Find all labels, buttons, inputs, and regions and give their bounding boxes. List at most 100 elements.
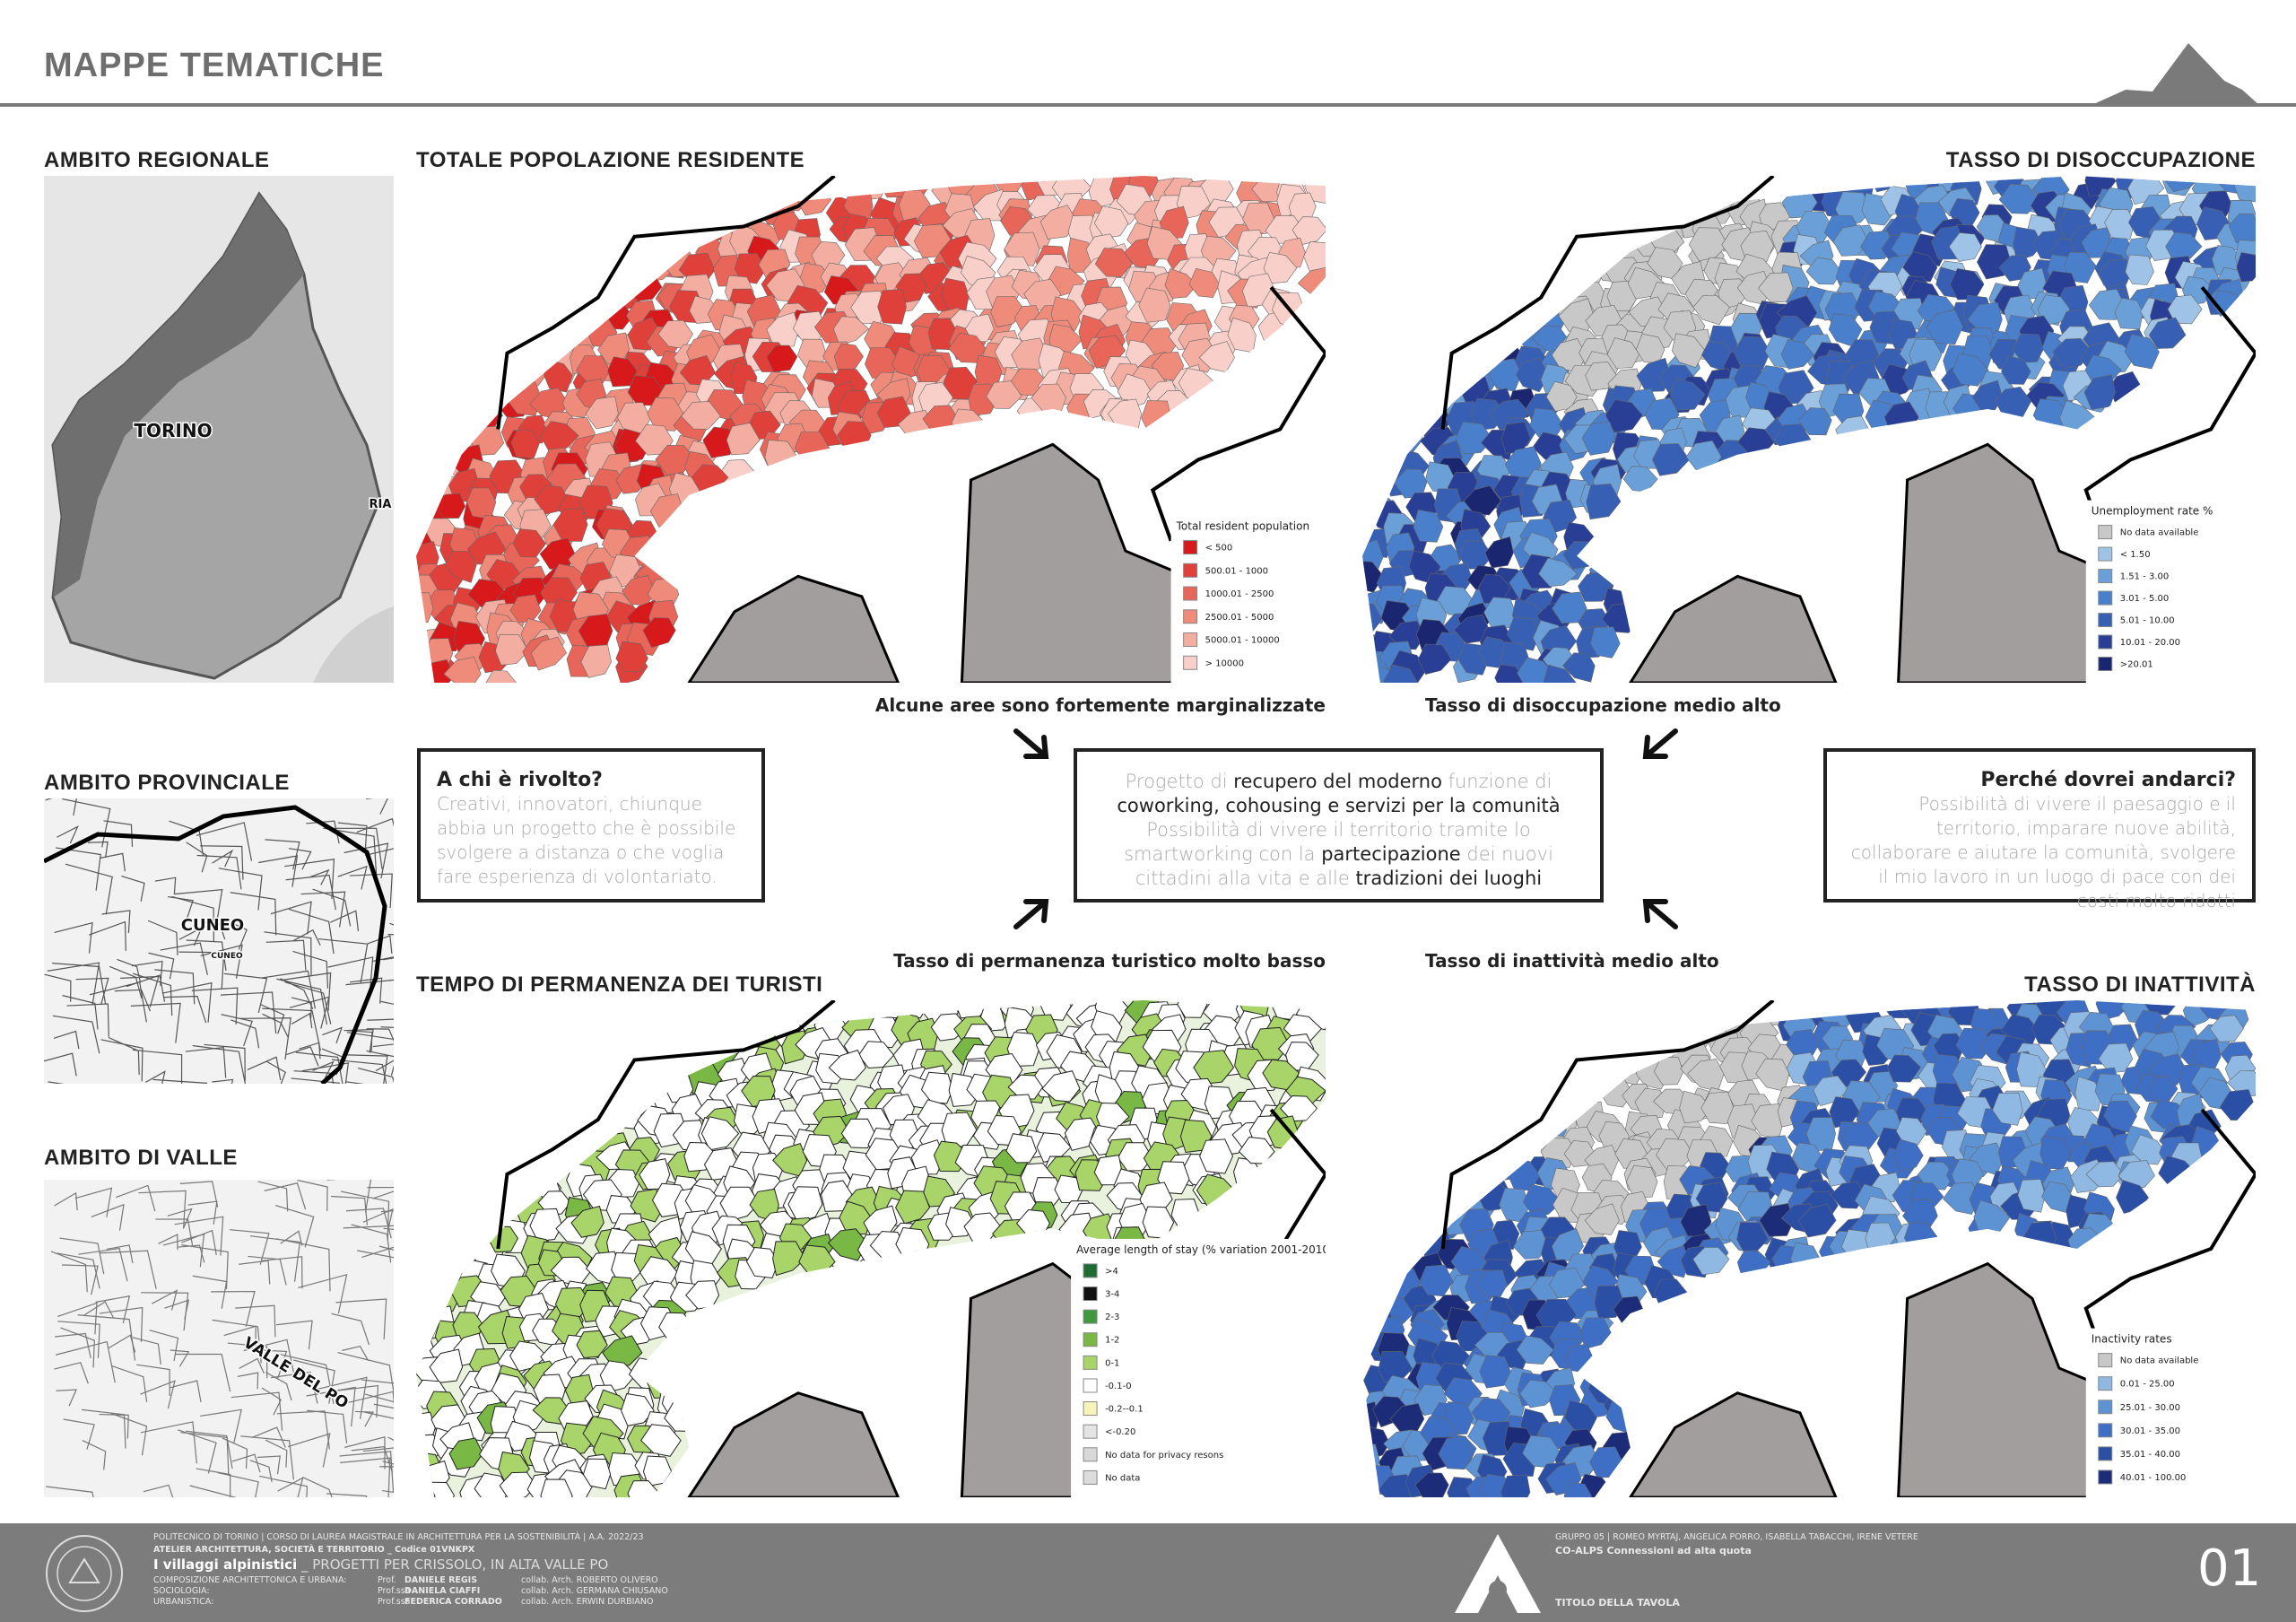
municipality: [1005, 1133, 1038, 1164]
municipality: [1506, 616, 1541, 651]
municipality: [2104, 208, 2135, 240]
boundary-line: [286, 1046, 319, 1067]
boundary-line: [314, 1376, 368, 1419]
municipality: [1039, 205, 1078, 240]
boundary-line: [152, 1078, 208, 1084]
municipality: [2013, 226, 2043, 262]
municipality: [2125, 254, 2154, 285]
legend-swatch: [1083, 1263, 1098, 1278]
boundary-line: [251, 1348, 288, 1380]
municipality: [1414, 1472, 1449, 1497]
boundary-line: [178, 926, 203, 946]
municipality: [646, 1366, 681, 1399]
boundary-line: [372, 1043, 394, 1048]
legend-label: 3-4: [1105, 1290, 1119, 1300]
boundary-line: [284, 859, 335, 900]
legend-swatch: [2098, 1469, 2113, 1485]
region-shade: [53, 194, 304, 597]
boundary-line: [204, 1043, 246, 1081]
municipality: [1998, 183, 2039, 214]
boundary-line: [108, 1036, 140, 1076]
boundary-line: [149, 1330, 179, 1362]
legend-swatch: [2098, 546, 2113, 562]
boundary-line: [152, 1289, 178, 1311]
boundary-line: [77, 1314, 136, 1361]
boundary-line: [285, 874, 336, 911]
boundary-line: [181, 1229, 217, 1256]
boundary-line: [323, 827, 378, 877]
legend-swatch: [1183, 609, 1198, 624]
municipality: [2001, 355, 2031, 385]
municipality: [1292, 216, 1326, 245]
municipality: [1386, 422, 1424, 456]
boundary-line: [248, 1255, 287, 1286]
legend-label: 3.01 - 5.00: [2120, 594, 2170, 604]
municipality: [1362, 1295, 1389, 1327]
boundary-line: [154, 876, 177, 894]
boundary-line: [218, 868, 263, 911]
boundary-line: [148, 952, 175, 980]
boundary-line: [66, 1003, 109, 1037]
thematic-map: Inactivity rates No data available 0.01 - …: [1362, 1000, 2256, 1497]
boundary-line: [174, 888, 223, 929]
boundary-line: [265, 1372, 292, 1401]
municipality: [1605, 399, 1643, 433]
text-box: Progetto di recupero del moderno funzion…: [1074, 748, 1604, 903]
project-subtitle: _ PROGETTI PER CRISSOLO, IN ALTA VALLE P…: [297, 1557, 609, 1573]
legend-label: 30.01 - 35.00: [2120, 1426, 2180, 1436]
municipality: [429, 1348, 464, 1383]
boundary-line: [223, 1325, 257, 1352]
boundary-line: [88, 920, 126, 951]
municipality: [540, 1478, 573, 1497]
boundary-line: [100, 1039, 144, 1082]
context-map: VALLE DEL PO: [44, 1180, 394, 1497]
boundary-line: [75, 977, 109, 1005]
boundary-line: [362, 1208, 394, 1234]
boundary-line: [344, 842, 389, 879]
municipality: [1519, 1379, 1559, 1408]
boundary-line: [140, 1380, 176, 1409]
map-title: TOTALE POPOLAZIONE RESIDENTE: [416, 148, 805, 172]
boundary-line: [57, 1321, 100, 1358]
boundary-line: [375, 1060, 394, 1076]
boundary-line: [312, 1060, 335, 1079]
boundary-line: [239, 1260, 271, 1285]
text-segment: recupero del moderno: [1233, 771, 1442, 792]
boundary-line: [382, 1489, 394, 1494]
boundary-line: [258, 1475, 309, 1497]
legend-label: 2500.01 - 5000: [1205, 613, 1274, 623]
boundary-line: [230, 1229, 270, 1265]
boundary-line: [154, 969, 196, 1005]
municipality: [2017, 1179, 2046, 1213]
boundary-line: [330, 910, 360, 932]
legend-swatch: [2098, 1400, 2113, 1415]
boundary-line: [221, 1014, 253, 1047]
boundary-line: [326, 1180, 372, 1213]
boundary-line: [312, 888, 352, 927]
boundary-line: [275, 1238, 331, 1292]
municipality: [529, 1208, 563, 1243]
map-title: TASSO DI DISOCCUPAZIONE: [1945, 148, 2256, 172]
boundary-line: [54, 1362, 89, 1384]
thematic-map: Unemployment rate % No data available < 1.…: [1362, 176, 2256, 683]
legend-swatch: [1183, 562, 1198, 578]
boundary-line: [140, 1421, 197, 1464]
municipality: [828, 1049, 866, 1081]
border-line: [496, 1000, 836, 1250]
boundary-line: [231, 1453, 261, 1473]
boundary-line: [265, 1439, 288, 1468]
box-title: Perché dovrei andarci?: [1980, 769, 2236, 791]
footer-line: TITOLO DELLA TAVOLA: [1555, 1597, 1680, 1609]
boundary-line: [99, 1413, 129, 1439]
boundary-line: [371, 956, 394, 963]
boundary-line: [343, 1054, 388, 1084]
boundary-line: [295, 1051, 344, 1084]
municipality: [599, 1360, 637, 1393]
boundary-line: [372, 1190, 394, 1199]
boundary-line: [243, 1339, 295, 1375]
boundary-line: [322, 1026, 344, 1044]
municipality: [2233, 176, 2256, 203]
municipality: [1251, 1026, 1291, 1060]
boundary-line: [327, 956, 374, 994]
boundary-line: [364, 1393, 394, 1403]
